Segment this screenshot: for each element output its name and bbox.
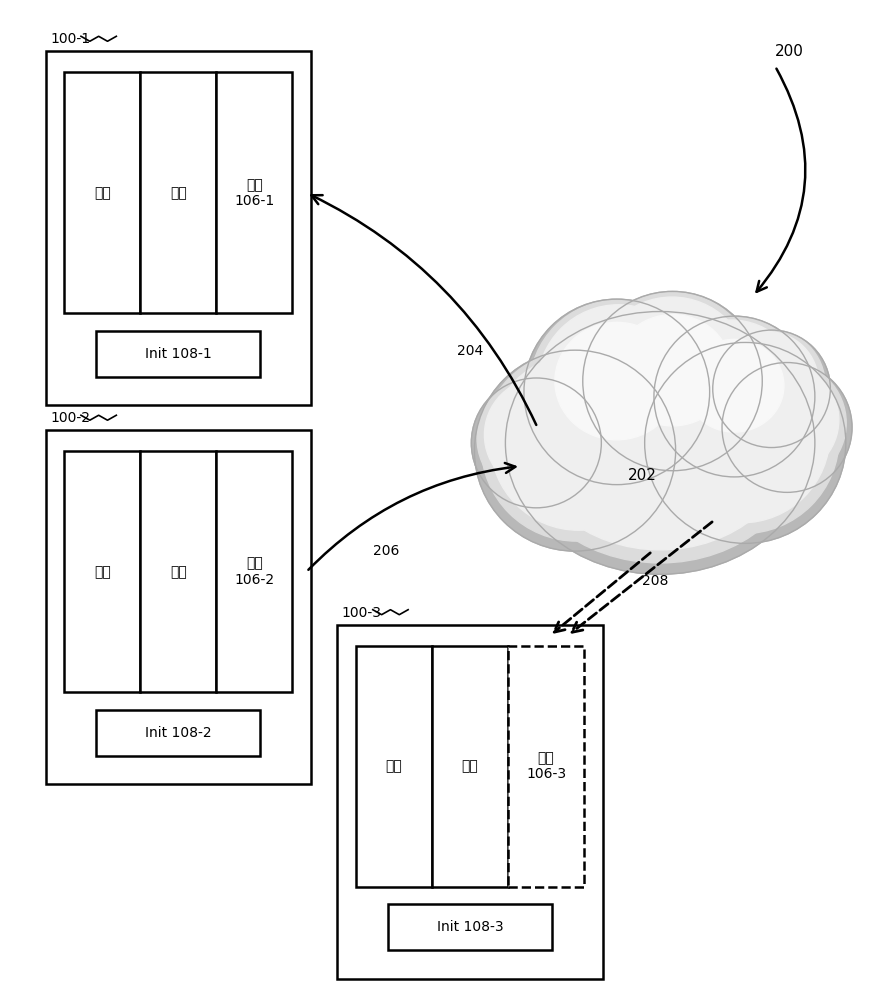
Text: 工作: 工作 xyxy=(385,759,402,773)
Bar xyxy=(64,72,140,313)
Bar xyxy=(45,51,310,405)
Ellipse shape xyxy=(660,320,801,461)
Bar xyxy=(140,451,216,692)
Text: Init 108-2: Init 108-2 xyxy=(144,726,211,740)
Ellipse shape xyxy=(529,300,705,476)
Bar xyxy=(337,625,602,979)
Ellipse shape xyxy=(656,316,808,469)
Ellipse shape xyxy=(712,329,824,441)
Text: 208: 208 xyxy=(641,574,668,588)
Ellipse shape xyxy=(653,316,814,477)
Text: 100-2: 100-2 xyxy=(50,411,89,425)
Ellipse shape xyxy=(490,354,665,530)
Ellipse shape xyxy=(513,313,806,563)
Ellipse shape xyxy=(587,292,757,463)
Bar xyxy=(96,331,260,377)
Text: 202: 202 xyxy=(627,468,657,483)
Ellipse shape xyxy=(644,342,845,543)
Text: 集群
106-3: 集群 106-3 xyxy=(525,751,565,781)
Bar xyxy=(140,72,216,313)
Bar xyxy=(355,646,431,887)
Text: 200: 200 xyxy=(774,44,803,59)
Ellipse shape xyxy=(684,339,783,432)
Ellipse shape xyxy=(470,378,601,508)
Bar xyxy=(45,430,310,784)
Ellipse shape xyxy=(480,350,672,541)
Text: 家庭: 家庭 xyxy=(169,186,186,200)
Ellipse shape xyxy=(525,320,795,550)
Bar xyxy=(96,710,260,756)
Ellipse shape xyxy=(593,297,750,454)
Ellipse shape xyxy=(555,322,678,440)
Bar xyxy=(431,646,508,887)
Text: 工作: 工作 xyxy=(94,186,111,200)
Text: 家庭: 家庭 xyxy=(169,565,186,579)
Bar xyxy=(508,646,584,887)
Ellipse shape xyxy=(722,361,845,485)
Bar xyxy=(64,451,140,692)
Text: Init 108-3: Init 108-3 xyxy=(436,920,502,934)
Ellipse shape xyxy=(477,376,600,500)
Ellipse shape xyxy=(648,343,838,534)
Ellipse shape xyxy=(524,299,709,485)
Ellipse shape xyxy=(505,312,814,574)
Text: 集群
106-1: 集群 106-1 xyxy=(234,178,274,208)
Text: 集群
106-2: 集群 106-2 xyxy=(234,557,274,587)
Ellipse shape xyxy=(715,332,818,434)
Ellipse shape xyxy=(653,347,829,523)
Ellipse shape xyxy=(724,363,838,477)
Bar xyxy=(387,904,552,950)
Ellipse shape xyxy=(582,291,761,471)
Text: 家庭: 家庭 xyxy=(461,759,478,773)
Ellipse shape xyxy=(474,350,675,551)
Text: 100-1: 100-1 xyxy=(50,32,90,46)
Text: 206: 206 xyxy=(372,544,399,558)
Ellipse shape xyxy=(712,330,829,448)
Text: Init 108-1: Init 108-1 xyxy=(144,347,212,361)
Ellipse shape xyxy=(484,378,597,492)
Bar xyxy=(216,72,292,313)
Bar xyxy=(216,451,292,692)
Ellipse shape xyxy=(537,305,699,467)
Text: 工作: 工作 xyxy=(94,565,111,579)
Text: 100-3: 100-3 xyxy=(341,606,381,620)
Ellipse shape xyxy=(613,315,730,426)
Text: 204: 204 xyxy=(456,344,483,358)
Ellipse shape xyxy=(721,363,851,492)
